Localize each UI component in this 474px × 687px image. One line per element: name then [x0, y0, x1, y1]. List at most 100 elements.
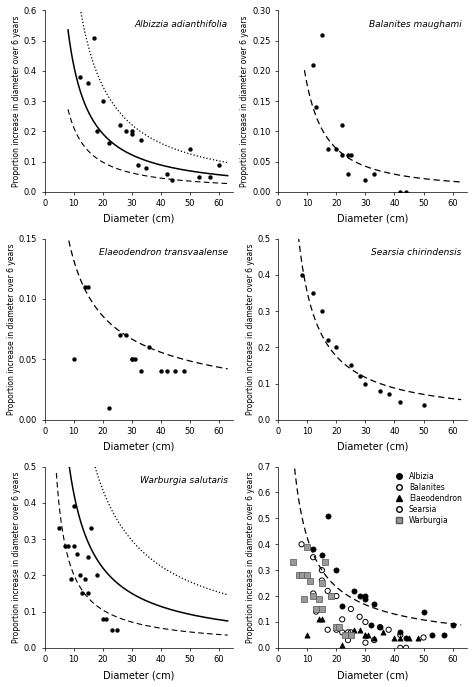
Point	[419, 632, 427, 643]
Point	[356, 624, 364, 635]
Point	[318, 614, 326, 625]
Point	[344, 627, 352, 638]
Point	[333, 624, 340, 635]
Point	[307, 575, 314, 586]
Point	[128, 354, 136, 365]
Point	[128, 126, 136, 137]
Point	[310, 591, 317, 602]
Point	[324, 510, 331, 521]
Point	[419, 606, 427, 617]
Point	[396, 629, 404, 640]
Point	[338, 150, 346, 161]
Point	[318, 575, 326, 586]
Point	[362, 616, 369, 627]
Point	[370, 632, 378, 643]
Point	[105, 402, 112, 413]
Point	[310, 588, 317, 599]
Point	[356, 591, 364, 602]
Point	[298, 570, 305, 581]
Point	[117, 120, 124, 131]
Point	[347, 629, 355, 640]
Point	[376, 622, 384, 633]
Point	[362, 637, 369, 648]
Point	[338, 640, 346, 651]
Y-axis label: Proportion increase in diameter over 6 years: Proportion increase in diameter over 6 y…	[12, 15, 21, 187]
Point	[379, 627, 387, 638]
Point	[67, 574, 75, 585]
Point	[402, 642, 410, 653]
Point	[84, 78, 92, 89]
Point	[295, 570, 302, 581]
Point	[195, 171, 202, 182]
Point	[108, 624, 115, 635]
Point	[440, 629, 447, 640]
Point	[186, 144, 194, 155]
Point	[333, 565, 340, 576]
Point	[370, 635, 378, 646]
Point	[312, 603, 320, 614]
Point	[91, 32, 98, 43]
Text: Albizzia adianthifolia: Albizzia adianthifolia	[135, 19, 228, 28]
Point	[312, 102, 320, 113]
Text: Warburgia salutaris: Warburgia salutaris	[140, 475, 228, 484]
Point	[333, 144, 340, 155]
Point	[341, 629, 349, 640]
Point	[350, 585, 357, 596]
Point	[327, 591, 334, 602]
Point	[303, 629, 311, 640]
Point	[87, 523, 95, 534]
Point	[338, 627, 346, 638]
Point	[318, 578, 326, 589]
Point	[82, 282, 89, 293]
Y-axis label: Proportion increase in diameter over 6 years: Proportion increase in diameter over 6 y…	[246, 471, 255, 643]
Point	[318, 565, 326, 576]
Point	[396, 632, 404, 643]
Point	[338, 601, 346, 612]
Point	[99, 95, 107, 106]
Point	[180, 366, 188, 377]
Point	[301, 593, 308, 604]
Point	[347, 603, 355, 614]
Point	[84, 588, 92, 599]
Point	[315, 593, 323, 604]
Point	[84, 282, 92, 293]
Point	[207, 171, 214, 182]
Point	[405, 632, 413, 643]
Point	[318, 603, 326, 614]
Point	[93, 126, 101, 137]
Point	[169, 174, 176, 185]
Point	[310, 544, 317, 555]
Point	[350, 624, 357, 635]
Point	[143, 162, 150, 173]
Point	[333, 622, 340, 633]
Point	[298, 269, 305, 280]
X-axis label: Diameter (cm): Diameter (cm)	[337, 442, 409, 452]
Point	[122, 330, 130, 341]
Point	[146, 342, 153, 353]
Point	[102, 613, 109, 624]
Point	[324, 624, 331, 635]
Point	[396, 642, 404, 653]
Point	[128, 354, 136, 365]
Point	[362, 629, 369, 640]
Point	[303, 570, 311, 581]
Point	[303, 541, 311, 552]
Y-axis label: Proportion increase in diameter over 6 years: Proportion increase in diameter over 6 y…	[246, 243, 255, 415]
X-axis label: Diameter (cm): Diameter (cm)	[103, 670, 175, 680]
Point	[163, 168, 171, 179]
X-axis label: Diameter (cm): Diameter (cm)	[103, 214, 175, 224]
Point	[137, 135, 145, 146]
Point	[289, 557, 297, 568]
Point	[391, 632, 398, 643]
Point	[324, 335, 331, 346]
Point	[172, 366, 179, 377]
Point	[137, 366, 145, 377]
X-axis label: Diameter (cm): Diameter (cm)	[337, 670, 409, 680]
Y-axis label: Proportion increase in diameter over 6 years: Proportion increase in diameter over 6 y…	[7, 243, 16, 415]
Point	[402, 186, 410, 197]
Point	[215, 159, 223, 170]
Point	[414, 632, 421, 643]
Point	[324, 144, 331, 155]
Point	[338, 614, 346, 625]
Point	[310, 59, 317, 70]
